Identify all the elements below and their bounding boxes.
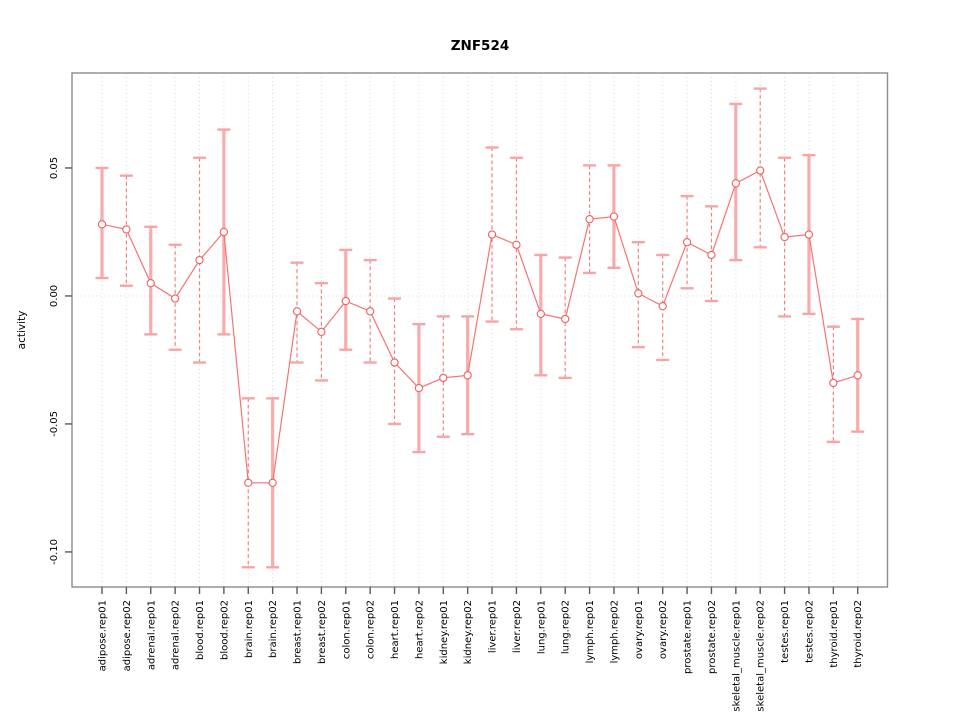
x-tick-label: thyroid.rep02 bbox=[853, 600, 864, 668]
data-point-marker bbox=[268, 478, 277, 487]
x-tick-label: adipose.rep01 bbox=[98, 600, 109, 671]
x-tick-label: testes.rep02 bbox=[804, 600, 815, 663]
x-tick-label: brain.rep02 bbox=[268, 600, 279, 658]
data-point-marker bbox=[292, 307, 302, 316]
x-tick-label: skeletal_muscle.rep02 bbox=[756, 600, 767, 712]
data-point-marker bbox=[146, 279, 155, 288]
data-point-marker bbox=[829, 378, 838, 388]
data-point-marker bbox=[731, 179, 740, 188]
chart-title: ZNF524 bbox=[450, 38, 510, 54]
data-point-marker bbox=[414, 383, 424, 393]
y-tick-label: -0.05 bbox=[49, 411, 60, 437]
x-tick-label: brain.rep01 bbox=[244, 600, 255, 658]
x-tick-label: lymph.rep01 bbox=[585, 600, 596, 663]
x-tick-label: thyroid.rep01 bbox=[829, 600, 840, 668]
x-tick-label: lung.rep01 bbox=[536, 600, 547, 654]
data-point-marker bbox=[366, 307, 375, 316]
x-tick-label: liver.rep02 bbox=[512, 600, 523, 653]
data-point-marker bbox=[487, 230, 497, 239]
x-tick-label: breast.rep01 bbox=[293, 600, 304, 664]
x-tick-label: prostate.rep02 bbox=[707, 600, 718, 674]
x-tick-label: liver.rep01 bbox=[488, 600, 499, 653]
data-point-marker bbox=[634, 289, 643, 298]
data-point-marker bbox=[707, 250, 716, 260]
x-tick-label: colon.rep01 bbox=[341, 600, 352, 659]
data-point-marker bbox=[170, 294, 180, 303]
x-tick-label: ovary.rep01 bbox=[634, 600, 645, 659]
x-tick-label: heart.rep01 bbox=[390, 600, 401, 659]
data-point-marker bbox=[585, 215, 594, 224]
x-tick-label: breast.rep02 bbox=[317, 600, 328, 664]
y-tick-label: -0.10 bbox=[49, 539, 60, 565]
data-point-marker bbox=[219, 227, 229, 237]
x-tick-label: adrenal.rep02 bbox=[171, 600, 182, 670]
data-point-marker bbox=[756, 166, 765, 175]
x-tick-label: skeletal_muscle.rep01 bbox=[731, 600, 742, 712]
data-point-marker bbox=[780, 232, 789, 242]
data-point-marker bbox=[97, 220, 107, 229]
x-tick-label: adipose.rep02 bbox=[122, 600, 133, 671]
data-point-marker bbox=[682, 238, 692, 247]
y-tick-label: 0.00 bbox=[49, 285, 60, 307]
data-point-marker bbox=[244, 478, 253, 487]
x-tick-label: blood.rep02 bbox=[219, 600, 230, 660]
x-tick-label: colon.rep02 bbox=[366, 600, 377, 659]
data-point-marker bbox=[853, 371, 862, 380]
data-point-marker bbox=[609, 212, 619, 221]
data-point-marker bbox=[341, 296, 350, 306]
x-tick-label: lung.rep02 bbox=[561, 600, 572, 654]
data-point-marker bbox=[439, 373, 448, 383]
data-point-marker bbox=[512, 240, 521, 249]
data-point-marker bbox=[536, 309, 545, 319]
x-tick-label: blood.rep01 bbox=[195, 600, 206, 660]
data-point-marker bbox=[390, 358, 399, 367]
y-axis-title: activity bbox=[16, 310, 28, 350]
data-point-marker bbox=[561, 314, 570, 324]
data-point-marker bbox=[122, 225, 131, 234]
x-tick-label: testes.rep01 bbox=[780, 600, 791, 663]
data-point-marker bbox=[658, 302, 667, 311]
data-point-marker bbox=[317, 327, 326, 336]
x-tick-label: kidney.rep01 bbox=[439, 600, 450, 664]
x-tick-label: prostate.rep01 bbox=[683, 600, 694, 674]
x-tick-label: kidney.rep02 bbox=[463, 600, 474, 664]
series-line bbox=[101, 169, 858, 484]
data-point-marker bbox=[195, 255, 204, 265]
plot-frame bbox=[71, 72, 889, 588]
x-tick-label: adrenal.rep01 bbox=[146, 600, 157, 670]
x-tick-label: ovary.rep02 bbox=[658, 600, 669, 659]
x-tick-label: heart.rep02 bbox=[414, 600, 425, 659]
y-tick-label: 0.05 bbox=[49, 157, 60, 179]
x-tick-label: lymph.rep02 bbox=[609, 600, 620, 663]
data-point-marker bbox=[463, 371, 472, 380]
data-point-marker bbox=[804, 230, 814, 239]
